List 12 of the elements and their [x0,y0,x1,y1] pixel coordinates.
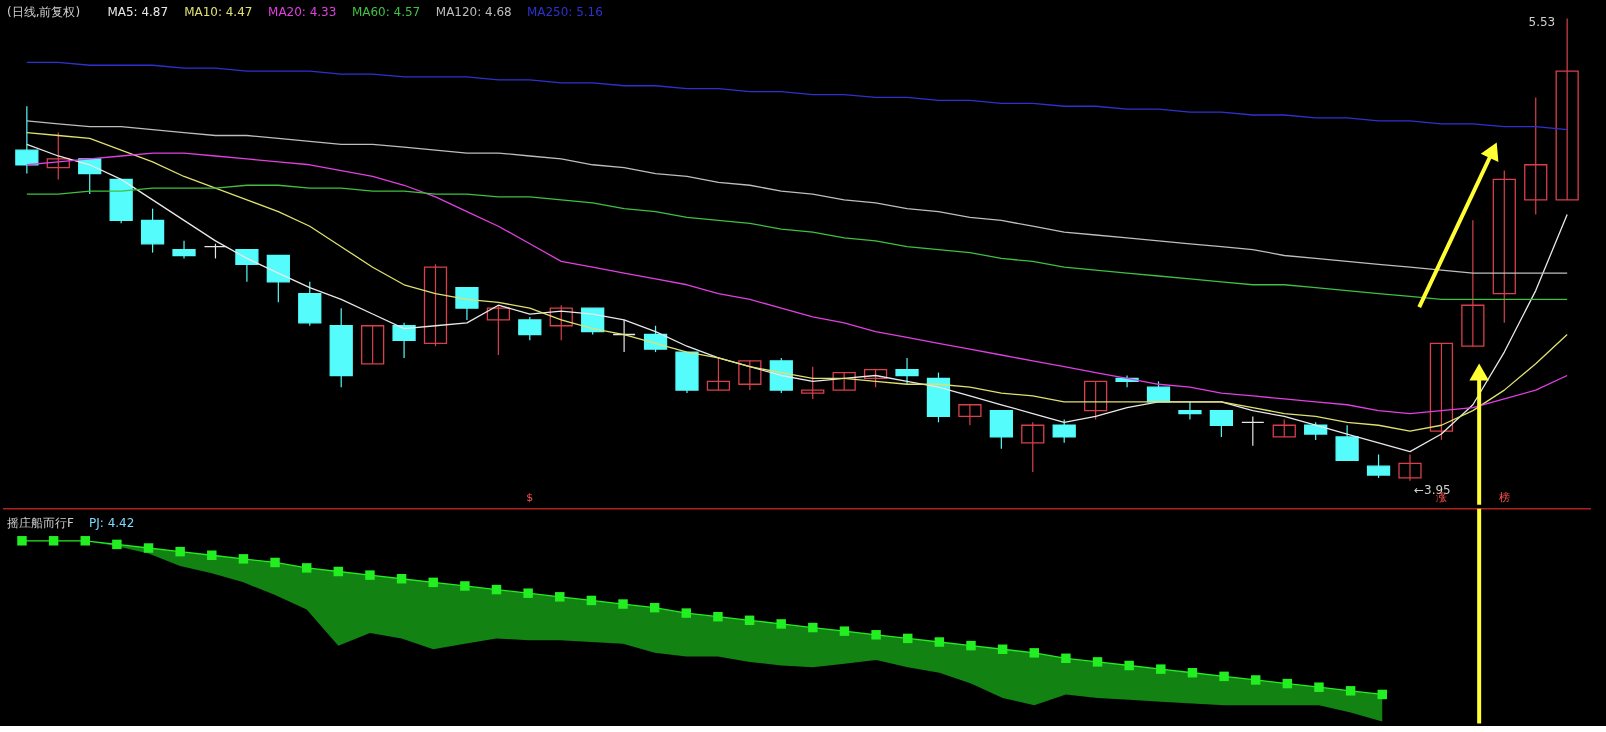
text: MA120: 4.68 [435,5,512,20]
text: PJ: 4.42 [89,515,135,530]
text: MA250: 5.16 [526,5,603,20]
chart-title: 摇庄船而行F [6,515,74,530]
chart-title: (日线,前复权) [6,5,81,20]
text: MA10: 4.47 [184,5,253,20]
text: 榜 [1498,490,1510,504]
text: $ [526,490,534,504]
text: MA60: 4.57 [351,5,421,20]
text: MA5: 4.87 [107,5,169,20]
text: MA20: 4.33 [268,5,337,20]
annotation: 5.53 [1528,15,1556,30]
